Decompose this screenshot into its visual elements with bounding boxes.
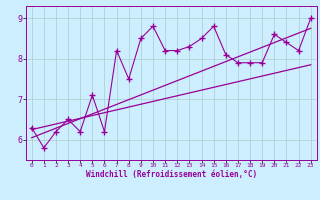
X-axis label: Windchill (Refroidissement éolien,°C): Windchill (Refroidissement éolien,°C) — [86, 170, 257, 179]
